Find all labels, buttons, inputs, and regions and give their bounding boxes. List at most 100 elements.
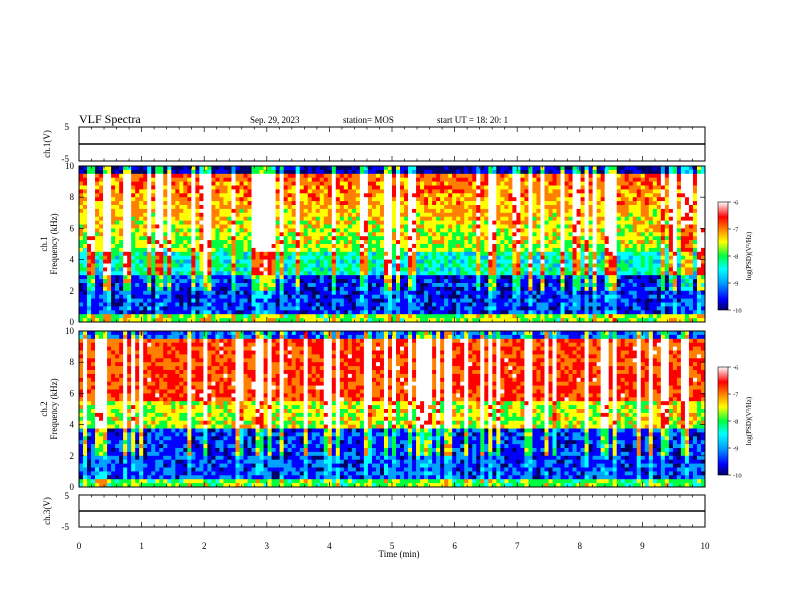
spectrogram-cell [195,201,200,206]
spectrogram-cell [424,189,429,194]
spectrogram-cell [367,240,373,245]
spectrogram-cell [568,314,573,319]
spectrogram-cell [424,205,429,210]
spectrogram-cell [468,224,473,229]
spectrogram-cell [219,298,224,303]
spectrogram-cell [243,283,248,288]
spectrogram-cell [303,193,309,198]
spectrogram-cell [271,302,276,307]
spectrogram-cell [464,302,469,307]
spectrogram-cell [508,240,513,245]
spectrogram-cell [444,283,449,288]
spectrogram-cell [392,201,397,206]
spectrogram-cell [311,228,317,233]
spectrogram-cell [123,205,128,210]
spectrogram-cell [259,283,264,288]
spectrogram-cell [520,189,525,194]
spectrogram-cell [560,275,565,280]
spectrogram-cell [135,318,140,323]
spectrogram-cell [327,220,333,225]
spectrogram-cell [387,271,393,276]
spectrogram-cell [508,302,513,307]
spectrogram-cell [520,318,525,323]
spectrogram-cell [576,271,581,276]
spectrogram-cell [452,310,457,315]
spectrogram-cell [195,302,200,307]
spectrogram-cell [359,212,365,217]
spectrogram-cell [564,279,569,284]
spectrogram-cell [295,228,300,233]
spectrogram-cell [351,216,357,221]
spectrogram-cell [175,318,180,323]
spectrogram-cell [375,275,381,280]
spectrogram-cell [95,232,100,237]
spectrogram-cell [440,251,445,256]
spectrogram-cell [472,181,477,186]
spectrogram-cell [387,318,393,323]
spectrogram-cell [199,283,204,288]
spectrogram-cell [271,181,276,186]
spectrogram-cell [488,263,493,268]
spectrogram-cell [303,267,309,272]
spectrogram-cell [151,302,156,307]
spectrogram-cell [171,318,176,323]
spectrogram-cell [400,251,405,256]
spectrogram-cell [375,267,381,272]
spectrogram-cell [271,310,276,315]
spectrogram-cell [163,283,168,288]
spectrogram-cell [207,298,212,303]
spectrogram-cell [484,220,489,225]
spectrogram-cell [500,255,505,260]
spectrogram-cell [492,236,497,241]
spectrogram-cell [327,298,333,303]
spectrogram-cell [568,208,573,214]
spectrogram-cell [452,244,457,249]
spectrogram-cell [247,298,252,303]
spectrogram-cell [540,263,545,268]
spectrogram-cell [143,302,148,307]
spectrogram-cell [496,244,501,249]
spectrogram-cell [323,197,329,202]
spectrogram-cell [512,185,517,190]
spectrogram-cell [492,193,497,198]
spectrogram-cell [556,298,561,303]
spectrogram-cell [408,216,413,221]
spectrogram-cell [95,212,100,217]
spectrogram-cell [235,283,240,288]
spectrogram-cell [371,201,377,206]
spectrogram-cell [215,310,220,315]
spectrogram-cell [179,271,184,276]
spectrogram-cell [347,212,353,217]
spectrogram-cell [420,189,425,194]
spectrogram-cell [416,169,421,175]
spectrogram-cell [179,259,184,264]
spectrogram-cell [568,310,573,315]
spectrogram-cell [195,255,200,260]
spectrogram-cell [127,298,132,303]
spectrogram-cell [339,189,345,194]
spectrogram-cell [147,212,152,217]
spectrogram-cell [436,224,441,229]
spectrogram-cell [207,185,212,190]
spectrogram-cell [187,290,192,295]
spectrogram-cell [255,279,260,284]
spectrogram-cell [179,286,184,292]
spectrogram-cell [460,212,465,217]
spectrogram-cell [103,263,108,268]
spectrogram-cell [396,185,401,190]
spectrogram-cell [412,290,417,295]
spectrogram-cell [139,220,144,225]
spectrogram-cell [448,193,453,198]
spectrogram-cell [500,205,505,210]
spectrogram-cell [199,240,204,245]
spectrogram-cell [424,318,429,323]
spectrogram-cell [99,224,104,229]
spectrogram-cell [307,232,313,237]
spectrogram-cell [323,201,329,206]
spectrogram-cell [436,259,441,264]
spectrogram-cell [107,208,112,214]
spectrogram-cell [215,283,220,288]
spectrogram-cell [576,205,581,210]
spectrogram-cell [548,247,553,253]
spectrogram-cell [319,263,325,268]
